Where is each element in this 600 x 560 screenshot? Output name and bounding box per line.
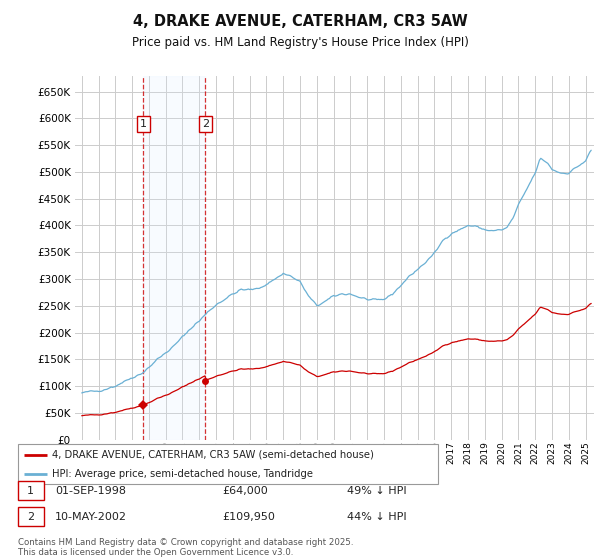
Bar — [143, 76, 205, 440]
FancyBboxPatch shape — [18, 444, 438, 484]
Text: 1: 1 — [140, 119, 147, 129]
Text: Contains HM Land Registry data © Crown copyright and database right 2025.
This d: Contains HM Land Registry data © Crown c… — [18, 538, 353, 557]
Text: 44% ↓ HPI: 44% ↓ HPI — [347, 512, 406, 522]
Text: 2: 2 — [27, 512, 34, 522]
Text: £64,000: £64,000 — [222, 486, 268, 496]
Text: 2: 2 — [202, 119, 209, 129]
Text: 49% ↓ HPI: 49% ↓ HPI — [347, 486, 406, 496]
Text: HPI: Average price, semi-detached house, Tandridge: HPI: Average price, semi-detached house,… — [52, 469, 313, 479]
Text: 1: 1 — [27, 486, 34, 496]
Text: 4, DRAKE AVENUE, CATERHAM, CR3 5AW (semi-detached house): 4, DRAKE AVENUE, CATERHAM, CR3 5AW (semi… — [52, 450, 374, 460]
Text: 01-SEP-1998: 01-SEP-1998 — [55, 486, 126, 496]
FancyBboxPatch shape — [18, 507, 44, 526]
Text: 10-MAY-2002: 10-MAY-2002 — [55, 512, 127, 522]
Text: £109,950: £109,950 — [222, 512, 275, 522]
Text: 4, DRAKE AVENUE, CATERHAM, CR3 5AW: 4, DRAKE AVENUE, CATERHAM, CR3 5AW — [133, 14, 467, 29]
FancyBboxPatch shape — [18, 481, 44, 500]
Text: Price paid vs. HM Land Registry's House Price Index (HPI): Price paid vs. HM Land Registry's House … — [131, 36, 469, 49]
